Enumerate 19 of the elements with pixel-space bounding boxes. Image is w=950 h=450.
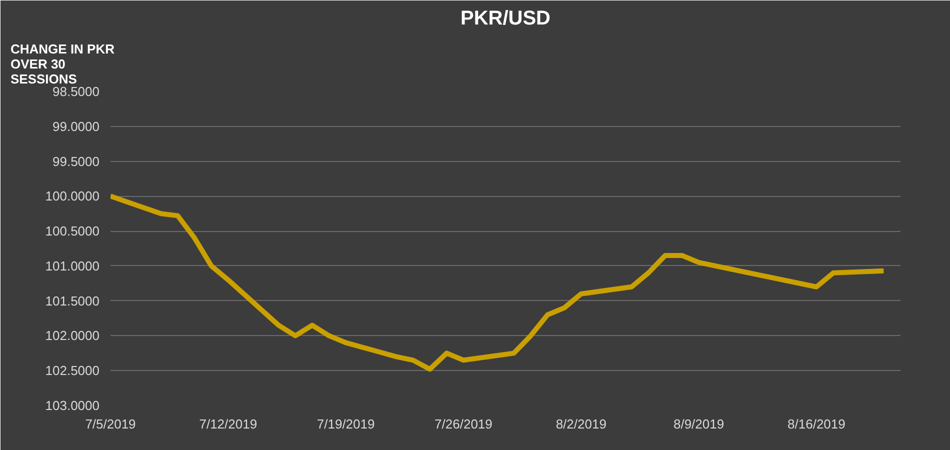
- y-tick-label: 99.0000: [52, 118, 100, 134]
- x-tick-label: 8/2/2019: [556, 416, 606, 432]
- y-axis-title: CHANGE IN PKR OVER 30 SESSIONS: [10, 42, 116, 86]
- y-tick-label: 98.5000: [52, 84, 100, 99]
- y-tick-label: 100.0000: [45, 188, 100, 204]
- x-tick-label: 7/19/2019: [316, 416, 375, 432]
- x-tick-label: 8/16/2019: [788, 416, 846, 432]
- x-tick-label: 7/12/2019: [199, 416, 258, 432]
- y-tick-label: 99.5000: [52, 154, 100, 169]
- y-tick-label: 102.5000: [45, 363, 100, 378]
- x-tick-label: 7/5/2019: [85, 416, 136, 432]
- y-tick-label: 101.0000: [45, 258, 100, 274]
- chart-title: PKR/USD: [460, 8, 551, 30]
- y-tick-label: 102.0000: [45, 328, 100, 344]
- y-tick-label: 101.5000: [45, 293, 100, 308]
- y-tick-label: 103.0000: [45, 398, 100, 413]
- x-tick-label: 7/26/2019: [434, 416, 492, 432]
- y-tick-label: 100.5000: [45, 224, 100, 239]
- x-tick-label: 8/9/2019: [673, 416, 724, 432]
